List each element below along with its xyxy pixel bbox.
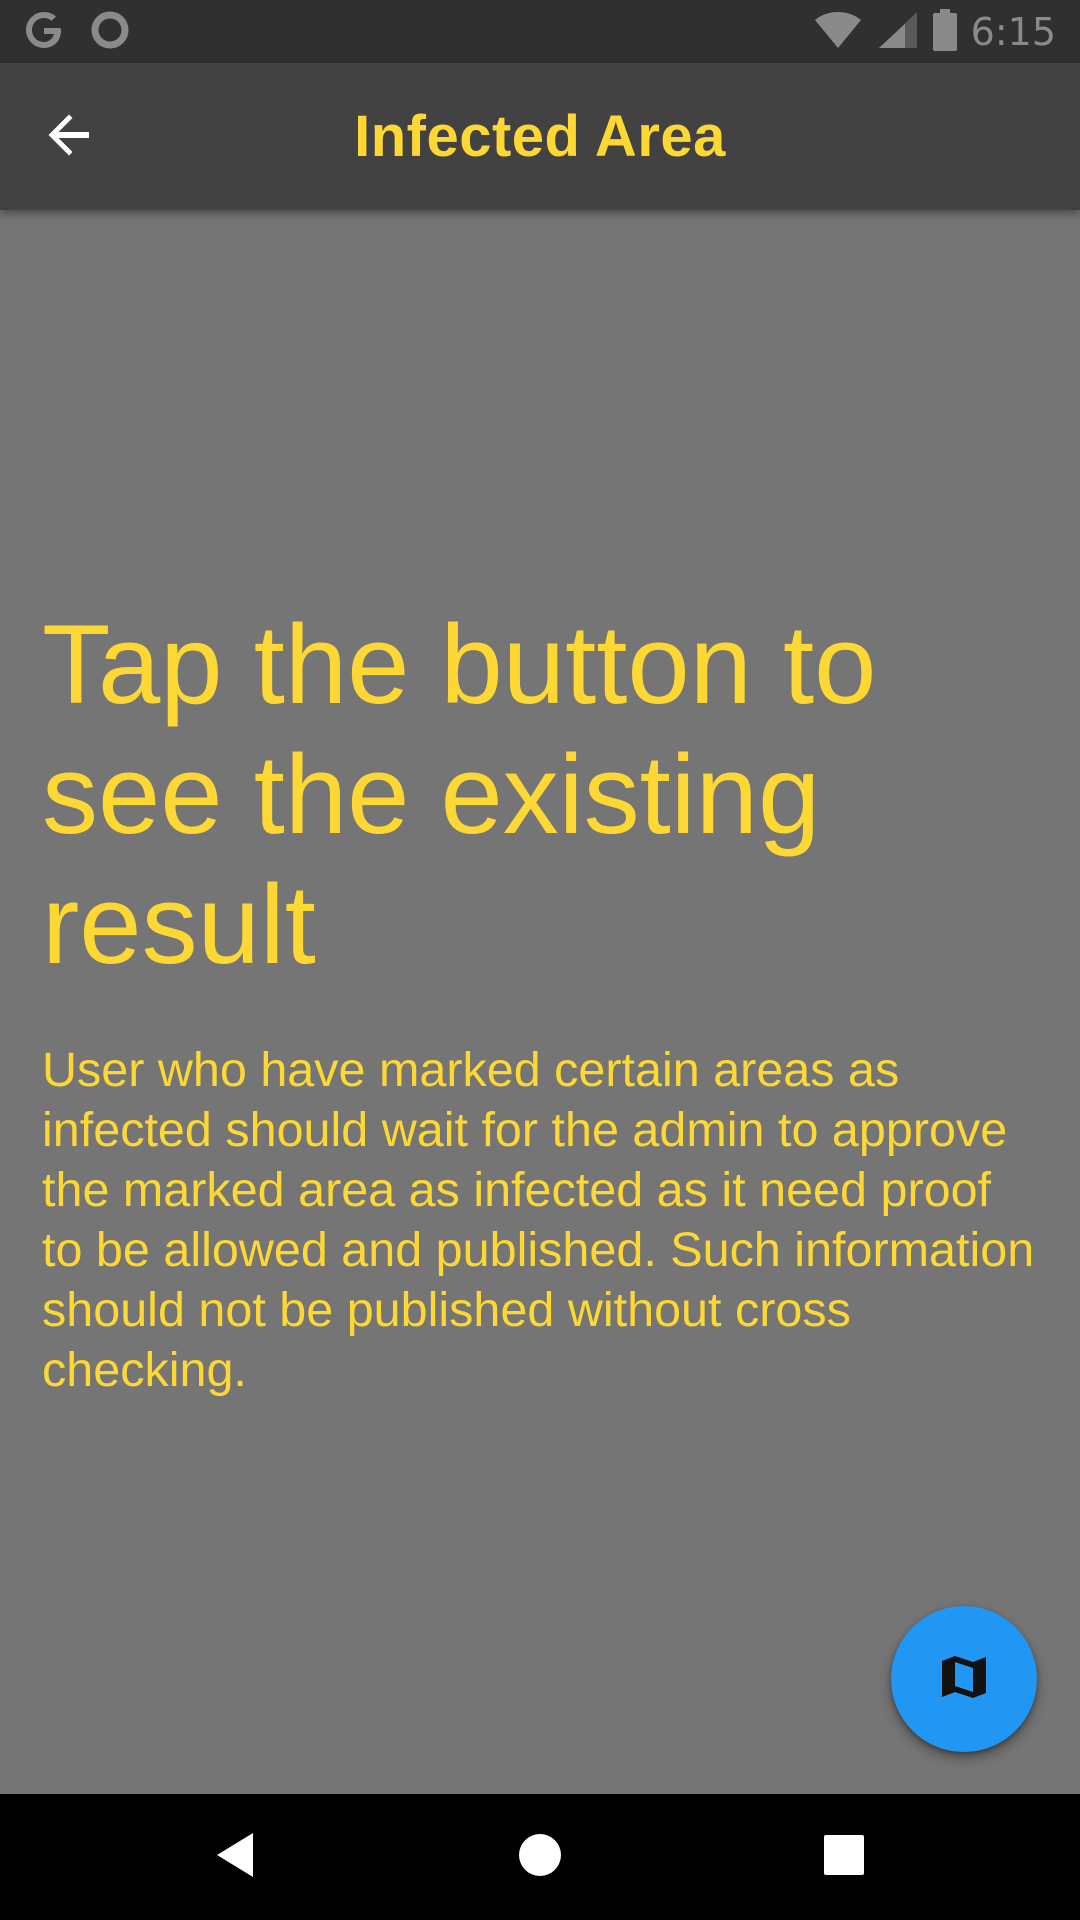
- description-text: User who have marked certain areas as in…: [42, 1043, 1035, 1397]
- page-title: Infected Area: [354, 104, 726, 169]
- circle-notification-icon: [88, 8, 132, 56]
- headline: Tap the button to see the existing resul…: [42, 602, 877, 987]
- status-bar: 6:15: [0, 0, 1080, 63]
- app-bar: Infected Area: [0, 63, 1080, 210]
- nav-back-button[interactable]: [165, 1794, 305, 1920]
- arrow-back-icon: [45, 111, 93, 163]
- nav-recents-button[interactable]: [774, 1794, 914, 1920]
- status-right-icons: 6:15: [813, 0, 1056, 63]
- map-fab-button[interactable]: [891, 1606, 1037, 1752]
- cell-signal-icon: [877, 10, 919, 54]
- battery-icon: [932, 8, 957, 55]
- status-left-icons: [22, 8, 132, 56]
- back-triangle-icon: [213, 1831, 257, 1883]
- recents-square-icon: [823, 1834, 865, 1880]
- nav-home-button[interactable]: [470, 1794, 610, 1920]
- google-icon: [22, 8, 66, 56]
- home-circle-icon: [517, 1832, 563, 1882]
- back-button[interactable]: [32, 100, 106, 174]
- system-nav-bar: [0, 1794, 1080, 1920]
- status-time: 6:15: [970, 9, 1056, 54]
- wifi-icon: [813, 10, 863, 54]
- map-icon: [938, 1651, 990, 1707]
